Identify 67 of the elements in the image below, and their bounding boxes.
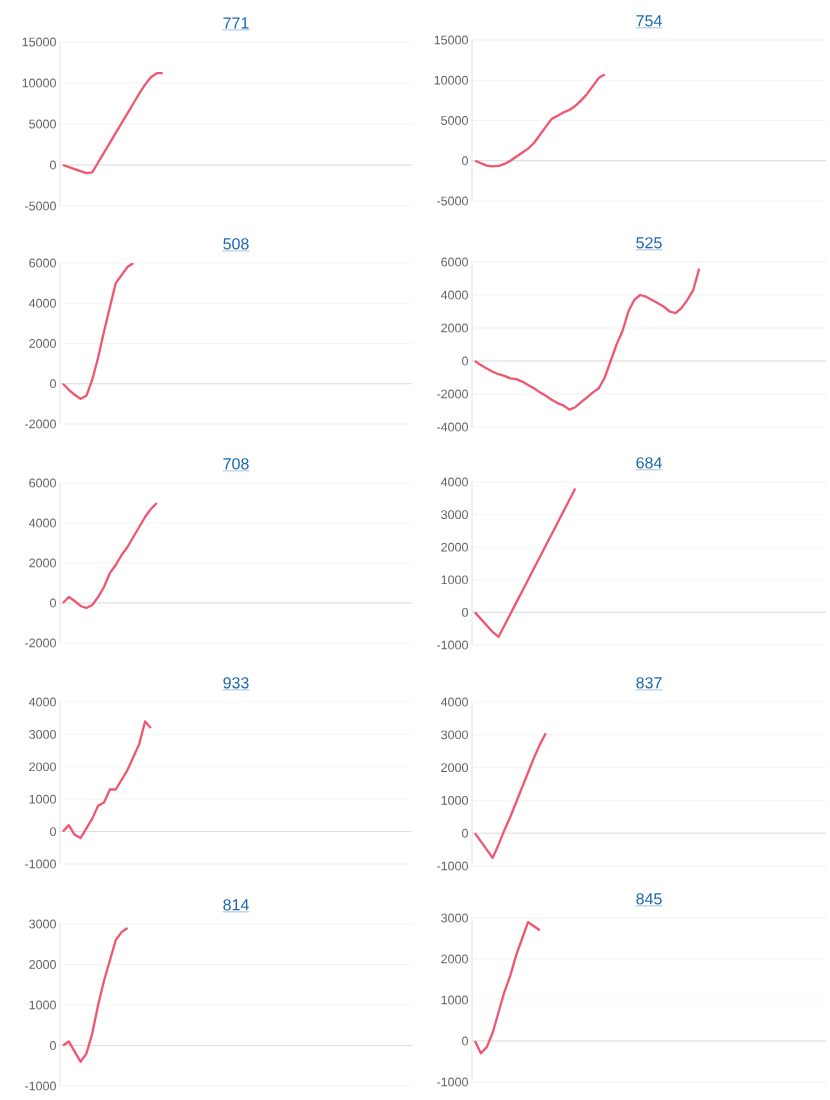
- chart-title: 814: [223, 899, 249, 911]
- y-tick-label: 2000: [29, 960, 56, 969]
- chart-title: 754: [636, 15, 662, 27]
- chart-title: 933: [223, 677, 249, 689]
- y-tick-label: 2000: [29, 762, 56, 772]
- y-tick-label: 15000: [434, 35, 468, 45]
- line-series: [61, 501, 158, 610]
- y-tick-label: 0: [462, 156, 468, 166]
- y-tick-label: -1000: [437, 861, 468, 871]
- y-tick-label: 0: [462, 607, 468, 617]
- y-tick-label: -4000: [437, 422, 468, 432]
- y-tick-label: 15000: [22, 37, 56, 47]
- y-tick-label: 4000: [28, 697, 56, 707]
- y-tick-label: 3000: [441, 913, 468, 923]
- chart-title: 771: [223, 17, 249, 29]
- y-tick-label: 5000: [29, 119, 56, 129]
- y-tick-label: 4000: [28, 518, 56, 528]
- y-tick-label: -1000: [25, 859, 56, 869]
- y-tick-label: 2000: [441, 323, 468, 333]
- y-tick-label: 1000: [441, 995, 468, 1005]
- y-tick-label: 0: [50, 827, 56, 837]
- y-tick-label: 4000: [28, 298, 56, 308]
- y-tick-label: 4000: [440, 697, 468, 707]
- chart-title: 525: [636, 237, 662, 249]
- y-tick-label: -5000: [437, 196, 468, 206]
- chart-title: 508: [223, 238, 249, 250]
- y-tick-label: 6000: [441, 257, 468, 267]
- y-tick-label: 0: [462, 1036, 468, 1046]
- y-tick-label: 1000: [29, 794, 56, 804]
- y-tick-label: -1000: [437, 640, 468, 650]
- y-tick-label: 0: [50, 598, 56, 608]
- y-tick-label: 4000: [440, 290, 468, 300]
- y-tick-label: 6000: [29, 478, 56, 488]
- line-series: [473, 920, 542, 1055]
- y-tick-label: 3000: [29, 729, 56, 739]
- y-tick-label: 0: [50, 160, 56, 170]
- chart-title: 684: [636, 457, 662, 469]
- y-tick-label: 0: [462, 356, 468, 366]
- y-tick-label: 1000: [441, 795, 468, 805]
- y-tick-label: -2000: [437, 389, 468, 399]
- y-tick-label: -5000: [25, 201, 56, 211]
- y-tick-label: 3000: [441, 510, 468, 520]
- chart-title: 708: [223, 458, 249, 470]
- y-tick-label: 5000: [441, 116, 468, 125]
- y-tick-label: -1000: [437, 1077, 468, 1087]
- y-tick-label: 2000: [29, 558, 56, 568]
- y-tick-label: 3000: [441, 730, 468, 740]
- y-tick-label: 0: [50, 379, 56, 389]
- y-tick-label: 6000: [29, 258, 56, 268]
- y-tick-label: 1000: [441, 575, 468, 585]
- y-tick-label: 4000: [440, 477, 468, 487]
- y-tick-label: -1000: [25, 1081, 56, 1091]
- y-tick-label: 0: [462, 828, 468, 838]
- y-tick-label: 10000: [434, 75, 468, 85]
- chart-title: 837: [636, 677, 662, 689]
- y-tick-label: 0: [50, 1041, 56, 1050]
- y-tick-label: 3000: [29, 919, 56, 929]
- y-tick-label: 2000: [29, 339, 56, 348]
- chart-title: 845: [636, 893, 662, 905]
- y-tick-label: -2000: [25, 638, 56, 648]
- y-tick-label: 1000: [29, 1000, 56, 1010]
- line-series: [61, 926, 129, 1063]
- y-tick-label: 2000: [441, 763, 468, 773]
- y-tick-label: 10000: [22, 78, 56, 88]
- y-tick-label: -2000: [25, 419, 56, 429]
- y-tick-label: 2000: [441, 954, 468, 964]
- y-tick-label: 2000: [441, 542, 468, 552]
